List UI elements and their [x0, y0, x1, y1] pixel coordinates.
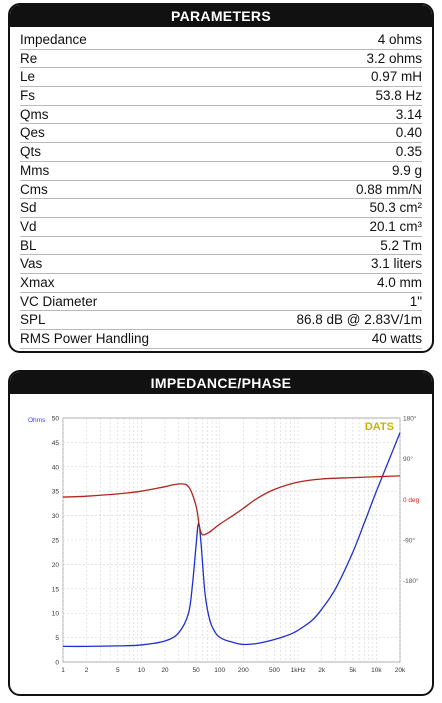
- parameter-label: Qms: [20, 106, 49, 122]
- parameters-table: Impedance 4 ohms Re 3.2 ohms Le 0.97 mH Fs 53.8…: [10, 27, 432, 351]
- parameter-row: Vas 3.1 liters: [20, 255, 422, 274]
- parameter-value: 4.0 mm: [376, 274, 422, 290]
- right-tick-label: 180°: [403, 415, 417, 423]
- x-tick-label: 100: [214, 667, 225, 674]
- parameter-row: Qms 3.14: [20, 106, 422, 125]
- parameter-row: Qes 0.40: [20, 124, 422, 144]
- parameter-label: Qes: [20, 125, 45, 141]
- x-tick-label: 500: [269, 667, 280, 674]
- x-tick-label: 2: [85, 667, 89, 674]
- x-tick-label: 20k: [395, 667, 406, 674]
- x-tick-label: 1: [61, 667, 65, 674]
- parameter-value: 9.9 g: [391, 162, 422, 178]
- x-tick-label: 2k: [318, 667, 326, 674]
- impedance-line: [62, 432, 401, 648]
- parameter-row: Qts 0.35: [20, 143, 422, 162]
- parameter-row: Mms 9.9 g: [20, 162, 422, 181]
- x-tick-label: 20: [161, 667, 169, 674]
- parameter-row: Fs 53.8 Hz: [20, 87, 422, 106]
- phase-line: [62, 475, 401, 536]
- parameter-value: 0.88 mm/N: [355, 181, 422, 197]
- parameter-label: Qts: [20, 144, 42, 160]
- parameter-value: 3.1 liters: [370, 256, 422, 272]
- parameter-value: 5.2 Tm: [380, 237, 422, 253]
- parameter-label: BL: [20, 237, 37, 253]
- parameter-row: Cms 0.88 mm/N: [20, 181, 422, 200]
- parameter-row: Xmax 4.0 mm: [20, 274, 422, 293]
- parameter-label: Xmax: [20, 274, 55, 290]
- left-tick-label: 40: [52, 464, 60, 471]
- parameter-label: Impedance: [20, 32, 87, 47]
- left-tick-label: 10: [52, 611, 60, 618]
- dats-logo: DATS: [365, 421, 394, 433]
- x-tick-label: 200: [238, 667, 249, 674]
- parameter-label: VC Diameter: [20, 293, 98, 309]
- parameters-panel: PARAMETERS Impedance 4 ohms Re 3.2 ohms Le 0.…: [8, 3, 434, 353]
- left-tick-label: 15: [52, 586, 60, 593]
- left-tick-label: 30: [52, 513, 60, 520]
- x-tick-label: 10k: [371, 667, 382, 674]
- parameter-value: 86.8 dB @ 2.83V/1m: [296, 312, 422, 328]
- parameter-label: Fs: [20, 88, 35, 104]
- right-tick-label: -90°: [403, 537, 415, 545]
- right-tick-label: -180°: [403, 577, 419, 585]
- parameter-value: 55 - 5,000 Hz: [341, 349, 422, 351]
- parameter-value: 20.1 cm³: [369, 218, 422, 234]
- parameter-label: Usable Frequency Range (Hz): [20, 349, 202, 351]
- parameter-value: 53.8 Hz: [375, 88, 422, 104]
- parameter-value: 0.35: [395, 144, 422, 160]
- left-tick-label: 25: [52, 538, 60, 545]
- parameter-row: Usable Frequency Range (Hz) 55 - 5,000 Hz: [20, 349, 422, 351]
- parameter-label: Mms: [20, 162, 50, 178]
- left-tick-label: 35: [52, 489, 60, 496]
- parameter-label: SPL: [20, 312, 46, 328]
- left-tick-label: 50: [52, 416, 60, 423]
- parameter-label: Cms: [20, 181, 48, 197]
- parameter-label: Vd: [20, 218, 37, 234]
- x-tick-label: 10: [138, 667, 146, 674]
- parameter-value: 4 ohms: [377, 32, 422, 47]
- parameter-row: Le 0.97 mH: [20, 68, 422, 88]
- parameter-value: 0.97 mH: [370, 69, 422, 85]
- left-tick-label: 5: [55, 635, 59, 642]
- chart-area: 0 5 10 15 20 25 30 35 40 45 50 Ohms 180° 90° 0 deg -90°…: [10, 396, 432, 694]
- parameter-row: RMS Power Handling 40 watts: [20, 330, 422, 349]
- x-tick-label: 50: [193, 667, 201, 674]
- parameter-value: 50.3 cm²: [369, 200, 422, 216]
- left-tick-label: 45: [52, 440, 60, 447]
- x-tick-label: 5: [116, 667, 120, 674]
- impedance-phase-panel: IMPEDANCE/PHASE 0 5 10 15 20 25 30 35 40 45 50 Ohms…: [8, 370, 434, 696]
- parameter-row: BL 5.2 Tm: [20, 237, 422, 256]
- parameter-label: Re: [20, 50, 38, 66]
- parameter-row: Impedance 4 ohms: [20, 31, 422, 50]
- parameters-title: PARAMETERS: [10, 5, 432, 27]
- parameter-value: 3.2 ohms: [366, 50, 422, 66]
- parameter-value: 1": [409, 293, 422, 309]
- parameter-row: Re 3.2 ohms: [20, 50, 422, 69]
- parameter-value: 40 watts: [371, 331, 422, 346]
- parameter-row: Vd 20.1 cm³: [20, 218, 422, 237]
- left-tick-label: 20: [52, 562, 60, 569]
- left-tick-label: 0: [55, 660, 59, 667]
- parameter-label: Le: [20, 69, 36, 85]
- parameter-row: VC Diameter 1": [20, 293, 422, 312]
- x-tick-label: 5k: [349, 667, 357, 674]
- right-tick-label: 90°: [403, 455, 413, 463]
- parameter-value: 0.40: [395, 125, 422, 141]
- parameter-row: Sd 50.3 cm²: [20, 199, 422, 218]
- parameter-label: RMS Power Handling: [20, 331, 150, 346]
- impedance-phase-title: IMPEDANCE/PHASE: [10, 372, 432, 394]
- parameter-row: SPL 86.8 dB @ 2.83V/1m: [20, 311, 422, 330]
- parameter-value: 3.14: [395, 106, 422, 122]
- x-tick-label: 1kHz: [291, 667, 306, 674]
- right-tick-label: 0 deg: [403, 497, 420, 504]
- parameter-label: Sd: [20, 200, 37, 216]
- left-axis-label: Ohms: [28, 417, 46, 424]
- parameter-label: Vas: [20, 256, 43, 272]
